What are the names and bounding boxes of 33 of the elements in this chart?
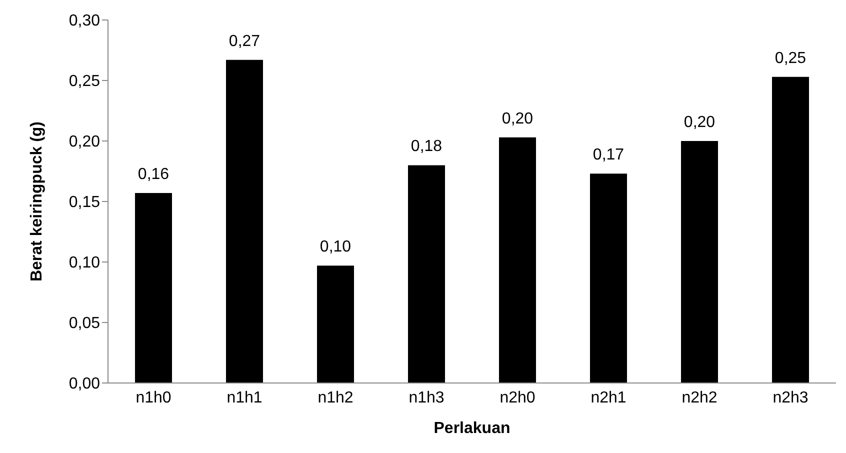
x-tick-label: n2h3 [772, 389, 808, 406]
data-label: 0,27 [228, 32, 260, 50]
data-label: 0,20 [684, 114, 716, 131]
bar [772, 76, 809, 383]
y-tick-label: 0,25 [68, 73, 100, 90]
bar [499, 137, 536, 383]
data-label: 0,17 [592, 146, 624, 164]
x-tick-label: n1h1 [226, 389, 262, 406]
data-label: 0,18 [410, 138, 442, 156]
y-tick-label: 0,15 [68, 194, 100, 212]
x-axis-title: Perlakuan [434, 420, 510, 437]
bar [590, 174, 627, 383]
x-tick-label: n1h0 [136, 389, 172, 406]
bar [681, 141, 718, 383]
bar [317, 266, 354, 383]
data-label: 0,20 [502, 110, 534, 128]
x-tick-label: n2h0 [500, 389, 536, 406]
y-tick-label: 0,20 [68, 134, 100, 151]
data-label: 0,25 [774, 50, 806, 67]
x-tick-label: n1h2 [318, 389, 354, 406]
data-label: 0,10 [320, 238, 352, 256]
data-label: 0,16 [138, 166, 170, 184]
bar [408, 165, 445, 383]
x-tick-label: n2h1 [590, 389, 626, 406]
x-tick-label: n1h3 [408, 389, 444, 406]
y-tick-label: 0,05 [68, 315, 100, 332]
y-tick-label: 0,00 [68, 376, 100, 393]
bar [135, 193, 172, 383]
y-tick-label: 0,30 [68, 12, 100, 30]
y-tick-label: 0,10 [68, 254, 100, 272]
y-axis-title: Berat keiringpuck (g) [28, 121, 46, 282]
x-tick-label: n2h2 [682, 389, 718, 406]
bar [226, 60, 263, 383]
